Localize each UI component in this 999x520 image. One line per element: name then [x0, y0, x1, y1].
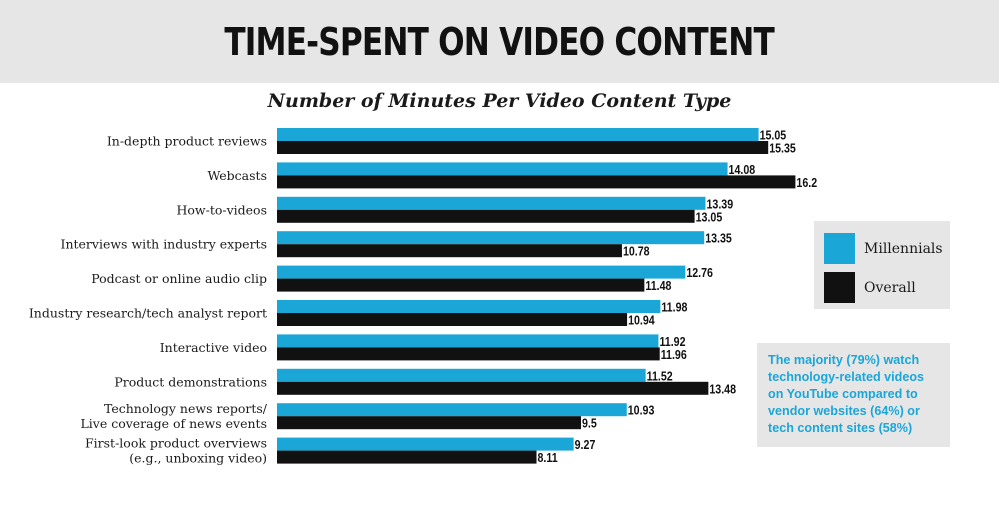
value-label-millennials-webcasts: 14.08 — [729, 162, 756, 177]
value-label-millennials-in-depth-product-reviews: 15.05 — [760, 127, 787, 142]
value-label-millennials-first-look-product-overviews-e-g-unboxing-video: 9.27 — [575, 437, 596, 452]
note-line: vendor websites (64%) or — [768, 404, 920, 418]
value-label-overall-product-demonstrations: 13.48 — [709, 381, 736, 396]
value-label-millennials-interactive-video: 11.92 — [659, 334, 685, 349]
value-label-millennials-technology-news-reports-live-coverage-of-news-events: 10.93 — [628, 403, 655, 418]
category-label-interactive-video: Interactive video — [160, 340, 267, 355]
category-label-in-depth-product-reviews: In-depth product reviews — [107, 134, 267, 149]
value-label-overall-industry-research-tech-analyst-report: 10.94 — [628, 312, 655, 327]
category-label-industry-research-tech-analyst-report: Industry research/tech analyst report — [29, 306, 267, 321]
legend: Millennials Overall — [814, 221, 950, 309]
legend-item-overall: Overall — [824, 272, 916, 303]
bar-overall-interviews-with-industry-experts — [277, 244, 622, 258]
category-label-how-to-videos: How-to-videos — [176, 202, 267, 217]
value-label-overall-podcast-or-online-audio-clip: 11.48 — [645, 278, 671, 293]
bar-millennials-in-depth-product-reviews — [277, 128, 759, 141]
note-line: technology-related videos — [768, 370, 925, 384]
value-label-overall-interviews-with-industry-experts: 10.78 — [623, 244, 650, 259]
note-line: tech content sites (58%) — [768, 421, 913, 435]
bar-millennials-product-demonstrations — [277, 368, 646, 382]
bar-overall-webcasts — [277, 175, 796, 189]
main-title: TIME-SPENT ON VIDEO CONTENT — [224, 19, 775, 64]
value-label-overall-in-depth-product-reviews: 15.35 — [769, 140, 796, 155]
legend-item-millennials: Millennials — [824, 233, 943, 264]
bar-overall-technology-news-reports-live-coverage-of-news-events — [277, 416, 581, 430]
category-label-technology-news-reports-live-coverage-of-news-events: Live coverage of news events — [80, 416, 267, 431]
bar-millennials-technology-news-reports-live-coverage-of-news-events — [277, 403, 627, 417]
value-label-millennials-industry-research-tech-analyst-report: 11.98 — [661, 299, 687, 314]
bar-millennials-first-look-product-overviews-e-g-unboxing-video — [277, 437, 574, 451]
bar-millennials-industry-research-tech-analyst-report — [277, 300, 661, 313]
bar-millennials-podcast-or-online-audio-clip — [277, 265, 686, 279]
bar-overall-how-to-videos — [277, 209, 695, 223]
bar-overall-product-demonstrations — [277, 381, 709, 395]
bar-overall-industry-research-tech-analyst-report — [277, 313, 628, 326]
category-label-first-look-product-overviews-e-g-unboxing-video: (e.g., unboxing video) — [129, 451, 267, 466]
category-label-technology-news-reports-live-coverage-of-news-events: Technology news reports/ — [104, 401, 268, 416]
legend-label-overall: Overall — [864, 279, 916, 296]
value-label-millennials-how-to-videos: 13.39 — [706, 196, 733, 211]
value-label-millennials-product-demonstrations: 11.52 — [647, 368, 673, 383]
bar-overall-first-look-product-overviews-e-g-unboxing-video — [277, 450, 537, 464]
value-label-overall-webcasts: 16.2 — [796, 175, 817, 190]
chart-subtitle: Number of Minutes Per Video Content Type — [267, 90, 732, 112]
bar-overall-podcast-or-online-audio-clip — [277, 278, 645, 292]
legend-swatch-overall — [824, 272, 855, 303]
value-label-overall-first-look-product-overviews-e-g-unboxing-video: 8.11 — [538, 450, 558, 465]
value-label-millennials-podcast-or-online-audio-clip: 12.76 — [686, 265, 713, 280]
bar-millennials-interactive-video — [277, 334, 659, 348]
note-line: The majority (79%) watch — [768, 353, 920, 367]
category-label-first-look-product-overviews-e-g-unboxing-video: First-look product overviews — [85, 436, 267, 451]
bar-millennials-interviews-with-industry-experts — [277, 231, 705, 245]
value-label-overall-how-to-videos: 13.05 — [696, 209, 723, 224]
bar-overall-in-depth-product-reviews — [277, 141, 769, 154]
bar-millennials-webcasts — [277, 162, 728, 176]
bar-millennials-how-to-videos — [277, 196, 706, 210]
category-label-product-demonstrations: Product demonstrations — [114, 374, 267, 389]
category-label-podcast-or-online-audio-clip: Podcast or online audio clip — [91, 271, 267, 286]
callout-note: The majority (79%) watch technology-rela… — [757, 343, 950, 447]
value-label-millennials-interviews-with-industry-experts: 13.35 — [705, 231, 732, 246]
legend-swatch-millennials — [824, 233, 855, 264]
category-label-webcasts: Webcasts — [207, 168, 267, 183]
bar-overall-interactive-video — [277, 347, 660, 361]
value-label-overall-interactive-video: 11.96 — [661, 347, 687, 362]
legend-label-millennials: Millennials — [864, 240, 943, 257]
note-line: on YouTube compared to — [768, 387, 918, 401]
value-label-overall-technology-news-reports-live-coverage-of-news-events: 9.5 — [582, 416, 597, 431]
category-label-interviews-with-industry-experts: Interviews with industry experts — [61, 237, 267, 252]
title-band: TIME-SPENT ON VIDEO CONTENT — [0, 0, 999, 83]
